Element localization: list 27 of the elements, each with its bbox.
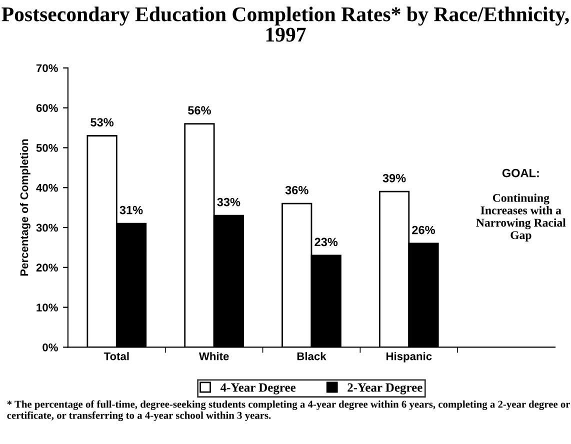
y-tick-label: 10% — [36, 304, 58, 312]
data-label: 56% — [188, 106, 211, 115]
x-tick-label: Total — [104, 352, 129, 360]
y-tick-label: 70% — [36, 64, 58, 72]
y-tick-label: 0% — [42, 343, 58, 352]
data-label: 31% — [120, 206, 143, 214]
legend-label: 4-Year Degree — [220, 383, 296, 394]
y-tick-label: 60% — [36, 104, 58, 112]
x-tick-label: Black — [297, 352, 326, 360]
data-label: 23% — [314, 238, 338, 246]
data-label: 53% — [90, 118, 114, 126]
data-label: 36% — [285, 186, 308, 194]
y-tick-label: 50% — [36, 144, 58, 152]
text: * The percentage of full-time, degree-seeking students completing a 4-year degree within 6 years, completing a 2-year degree or certificate, or transferring to a 4-year school within 3 years. — [7, 400, 570, 422]
x-tick-label: White — [198, 352, 229, 360]
y-tick-label: 30% — [36, 224, 58, 232]
chart-title: Postsecondary Education Completion Rates* by Race/Ethnicity, 1997 — [2, 6, 569, 42]
data-label: 33% — [217, 198, 240, 206]
annotation: Continuing Increases with a Narrowing Racial Gap — [476, 194, 566, 242]
annotation: GOAL: — [502, 168, 539, 178]
y-tick-label: 20% — [36, 264, 58, 272]
legend-label: 2-Year Degree — [348, 383, 422, 394]
x-tick-label: Hispanic — [386, 352, 432, 362]
data-label: 26% — [412, 226, 436, 234]
y-tick-label: 40% — [36, 184, 58, 192]
data-label: 39% — [382, 174, 406, 182]
y-axis-title: Percentage of Completion — [20, 139, 30, 276]
